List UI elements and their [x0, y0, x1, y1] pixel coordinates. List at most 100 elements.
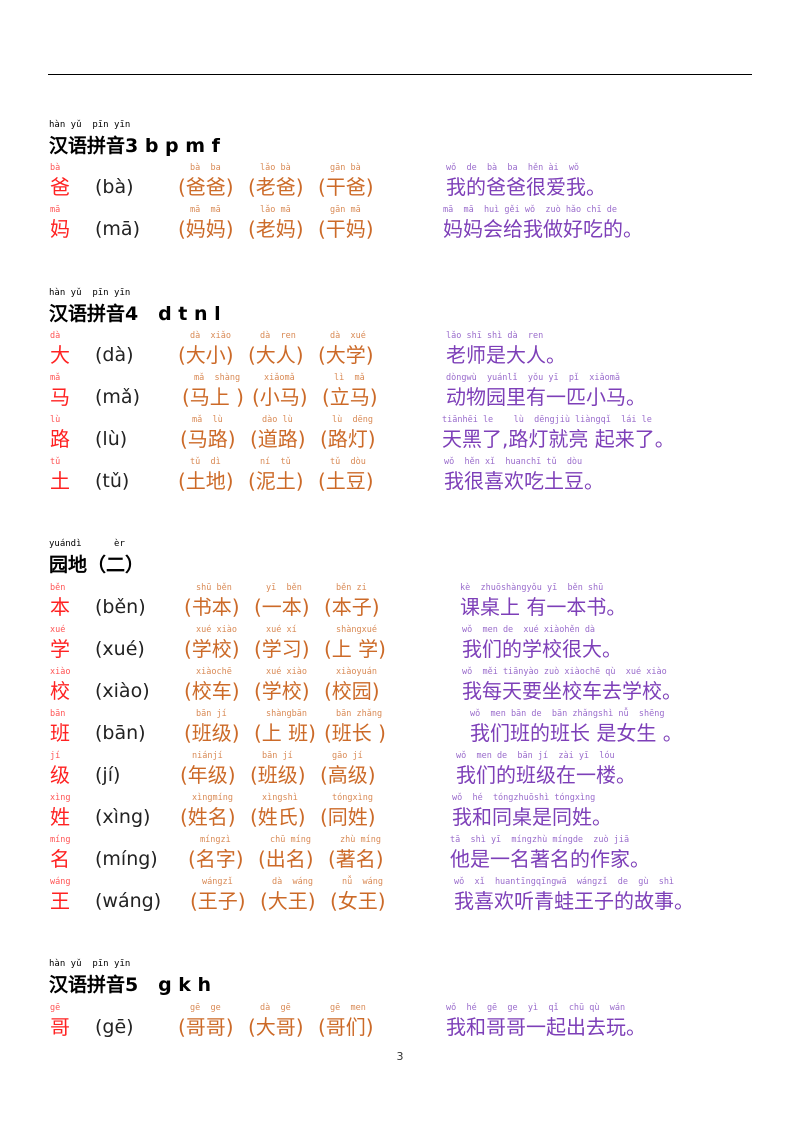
word-pinyin: lǎo bà	[260, 163, 291, 173]
character-reading: (jí)	[95, 764, 121, 786]
character-row: wáng 王 (wáng) wángzǐ (王子) dà wáng (大王) nǚ wáng (…	[0, 876, 800, 918]
character-pinyin: běn	[50, 583, 66, 593]
example-sentence: wǒ hé tóngzhuōshì tóngxìng 我和同桌是同姓。	[452, 792, 612, 830]
word-item: xìngshì (姓氏)	[250, 792, 320, 830]
word-text: (干妈)	[318, 217, 374, 241]
character: dà 大	[50, 330, 70, 368]
character-row: xiào 校 (xiào) xiàochē (校车) xué xiào (学校) xiàoyu…	[0, 666, 800, 708]
example-sentence: kè zhuōshàngyǒu yī běn shū 课桌上 有一本书。	[460, 582, 626, 620]
word-list: niánjí (年级) bān jí (班级) gāo jí (高级)	[180, 750, 390, 788]
character-pinyin: lù	[50, 415, 61, 425]
example-sentence: wǒ hé gē ge yì qǐ chū qù wán 我和哥哥一起出去玩。	[446, 1002, 646, 1040]
word-pinyin: shū běn	[196, 583, 232, 593]
character-reading: (míng)	[95, 848, 158, 870]
word-pinyin: zhù míng	[340, 835, 381, 845]
word-text: (爸爸)	[178, 175, 234, 199]
word-item: niánjí (年级)	[180, 750, 250, 788]
word-item: tóngxìng (同姓)	[320, 792, 390, 830]
word-pinyin: xué xí	[266, 625, 297, 635]
word-item: lǎo mā (老妈)	[248, 204, 318, 242]
word-text: (女王)	[330, 889, 386, 913]
character: gē 哥	[50, 1002, 70, 1040]
section-title: 汉语拼音3 b p m f	[49, 135, 220, 157]
word-text: (老妈)	[248, 217, 304, 241]
character: xiào 校	[50, 666, 70, 704]
word-pinyin: tóngxìng	[332, 793, 373, 803]
word-text: (名字)	[188, 847, 244, 871]
word-item: bà ba (爸爸)	[178, 162, 248, 200]
sentence-pinyin: wǒ hé tóngzhuōshì tóngxìng	[452, 793, 596, 803]
word-item: dà xiǎo (大小)	[178, 330, 248, 368]
character-row: bà 爸 (bà) bà ba (爸爸) lǎo bà (老爸) gān bà (干爸) wǒ d…	[0, 162, 800, 204]
sentence-text: 天黑了,路灯就亮 起来了。	[442, 427, 675, 451]
word-text: (路灯)	[320, 427, 376, 451]
word-item: tǔ dòu (土豆)	[318, 456, 388, 494]
character-pinyin: jí	[50, 751, 61, 761]
word-item: bān jí (班级)	[250, 750, 320, 788]
word-text: (高级)	[320, 763, 376, 787]
character: bān 班	[50, 708, 70, 746]
word-pinyin: dà xué	[330, 331, 366, 341]
character: lù 路	[50, 414, 70, 452]
word-list: mǎ lù (马路) dào lù (道路) lù dēng (路灯)	[180, 414, 390, 452]
character-reading: (lù)	[95, 428, 128, 450]
word-item: tǔ dì (土地)	[178, 456, 248, 494]
word-item: xiàoyuán (校园)	[324, 666, 394, 704]
character-glyph: 名	[50, 847, 70, 871]
word-text: (班级)	[250, 763, 306, 787]
word-item: gān mā (干妈)	[318, 204, 388, 242]
sentence-text: 我每天要坐校车去学校。	[462, 679, 682, 703]
character-pinyin: míng	[50, 835, 71, 845]
character-pinyin: dà	[50, 331, 61, 341]
sentence-pinyin: wǒ xǐ huantīngqīngwā wángzǐ de gù shì	[454, 877, 675, 887]
word-pinyin: gē men	[330, 1003, 366, 1013]
character-reading: (xiào)	[95, 680, 150, 702]
character-reading: (bà)	[95, 176, 134, 198]
section-title-pinyin: hàn yǔ pīn yīn	[49, 959, 131, 969]
word-item: shàngxué (上 学)	[324, 624, 394, 662]
character-pinyin: wáng	[50, 877, 71, 887]
character: bà 爸	[50, 162, 70, 200]
word-pinyin: tǔ dòu	[330, 457, 366, 467]
section-title: 汉语拼音5 g k h	[49, 974, 212, 996]
word-pinyin: xué xiào	[196, 625, 237, 635]
word-item: nǚ wáng (女王)	[330, 876, 400, 914]
word-pinyin: nǚ wáng	[342, 877, 383, 887]
word-list: mǎ shàng (马上 ) xiǎomǎ (小马) lì mǎ (立马)	[182, 372, 392, 410]
word-text: (大哥)	[248, 1015, 304, 1039]
word-pinyin: shàngbān	[266, 709, 307, 719]
character-row: jí 级 (jí) niánjí (年级) bān jí (班级) gāo jí (高级) wǒ …	[0, 750, 800, 792]
word-text: (学校)	[254, 679, 310, 703]
word-list: gē ge (哥哥) dà gē (大哥) gē men (哥们)	[178, 1002, 388, 1040]
example-sentence: mā mā huì gěi wǒ zuò hǎo chī de 妈妈会给我做好吃的…	[443, 204, 643, 242]
word-list: xìngmíng (姓名) xìngshì (姓氏) tóngxìng (同姓)	[180, 792, 390, 830]
sentence-pinyin: wǒ men bān de bān zhǎngshì nǚ shēng	[470, 709, 665, 719]
word-pinyin: mǎ shàng	[194, 373, 241, 383]
word-list: wángzǐ (王子) dà wáng (大王) nǚ wáng (女王)	[190, 876, 400, 914]
character: xué 学	[50, 624, 70, 662]
word-item: dà wáng (大王)	[260, 876, 330, 914]
word-pinyin: dào lù	[262, 415, 293, 425]
sentence-text: 我们的学校很大。	[462, 637, 622, 661]
character-pinyin: mā	[50, 205, 61, 215]
section-title: 园地（二）	[49, 554, 145, 576]
sentence-text: 我们的班级在一楼。	[456, 763, 636, 787]
sentence-text: 我很喜欢吃土豆。	[444, 469, 604, 493]
character-reading: (tǔ)	[95, 470, 130, 492]
word-item: xué xiào (学校)	[184, 624, 254, 662]
word-text: (土豆)	[318, 469, 374, 493]
word-pinyin: mā mā	[190, 205, 221, 215]
word-text: (姓名)	[180, 805, 236, 829]
sentence-text: 课桌上 有一本书。	[460, 595, 627, 619]
word-list: bà ba (爸爸) lǎo bà (老爸) gān bà (干爸)	[178, 162, 388, 200]
sentence-pinyin: wǒ men de xué xiàohěn dà	[462, 625, 596, 635]
character-reading: (wáng)	[95, 890, 162, 912]
character-reading: (gē)	[95, 1016, 134, 1038]
word-text: (上 学)	[324, 637, 386, 661]
word-item: míngzì (名字)	[188, 834, 258, 872]
character-glyph: 妈	[50, 217, 70, 241]
word-pinyin: dà wáng	[272, 877, 313, 887]
sentence-pinyin: kè zhuōshàngyǒu yī běn shū	[460, 583, 604, 593]
word-text: (班长 )	[324, 721, 386, 745]
character-row: xìng 姓 (xìng) xìngmíng (姓名) xìngshì (姓氏) tóngxì…	[0, 792, 800, 834]
